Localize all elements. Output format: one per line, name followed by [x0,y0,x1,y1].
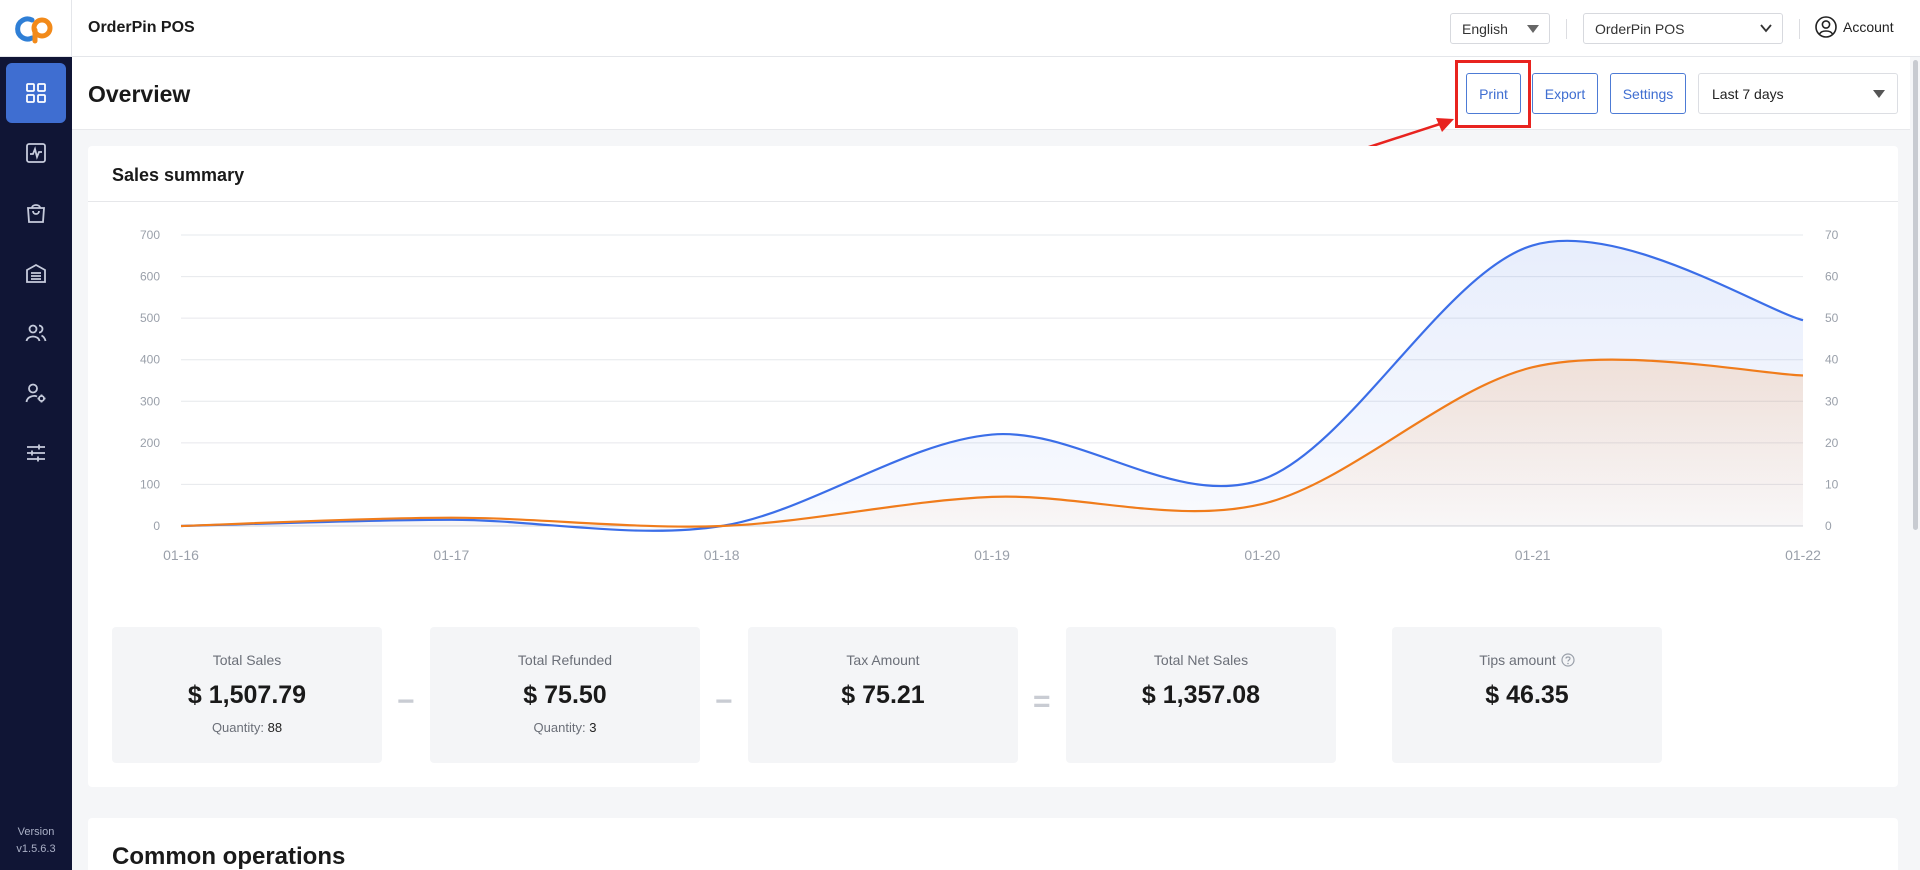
annotation-arrow-icon [1365,118,1454,150]
stat-value: $ 1,357.08 [1141,681,1261,709]
x-axis-tick-label: 01-22 [1785,547,1821,563]
stat-tips-amount: Tips amount $ 46.35 [1392,627,1662,763]
date-range-select[interactable]: Last 7 days [1698,73,1898,114]
x-axis-tick-label: 01-16 [163,547,199,563]
version-label: Version [17,826,55,838]
settings-button[interactable]: Settings [1610,73,1686,114]
page-header: Overview Print Export Settings Last 7 da… [72,57,1920,130]
dashboard-icon [26,83,46,103]
stat-total-net-sales: Total Net Sales $ 1,357.08 [1066,627,1336,763]
app-name: OrderPin POS [88,19,195,36]
print-button[interactable]: Print [1466,73,1521,114]
quantity-label: Quantity: [211,720,264,735]
y-axis-left-tick-label: 0 [153,519,160,533]
activity-icon [26,143,46,163]
sidebar-item-staff[interactable] [6,363,66,423]
y-axis-right-tick-label: 20 [1825,436,1839,450]
help-icon[interactable] [1561,653,1575,667]
orderpin-logo-icon [14,16,52,43]
stat-value: $ 75.21 [841,681,925,709]
minus-operator: − [397,685,415,718]
sidebar: Version v1.5.6.3 [0,57,72,870]
sidebar-item-reports[interactable] [6,123,66,183]
logo[interactable] [0,0,72,57]
x-axis-tick-label: 01-19 [974,547,1010,563]
stat-total-sales: Total Sales $ 1,507.79 Quantity: 88 [112,627,382,763]
sliders-icon [27,444,45,462]
y-axis-right-tick-label: 40 [1825,353,1839,367]
version-info: Version v1.5.6.3 [0,824,72,858]
stat-value: $ 75.50 [523,681,607,709]
annotation-highlight-box [1455,60,1531,128]
y-axis-right-tick-label: 10 [1825,477,1839,491]
user-settings-icon [25,383,46,403]
y-axis-right-tick-label: 70 [1825,228,1839,242]
sidebar-item-orders[interactable] [6,183,66,243]
series-line-0 [180,239,1804,532]
caret-down-icon [1527,25,1539,33]
sidebar-item-customers[interactable] [6,303,66,363]
y-axis-left-tick-label: 400 [140,353,160,367]
y-axis-left-tick-label: 300 [140,394,160,408]
stat-total-refunded: Total Refunded $ 75.50 Quantity: 3 [430,627,700,763]
shopping-bag-icon [27,204,45,223]
quantity-label: Quantity: [533,720,586,735]
store-select[interactable]: OrderPin POS [1583,13,1783,44]
x-axis-tick-label: 01-18 [704,547,740,563]
top-bar: OrderPin POS English OrderPin POS Accoun… [0,0,1920,57]
equals-operator: = [1033,685,1051,718]
date-range-value: Last 7 days [1712,85,1784,102]
y-axis-left-tick-label: 500 [140,311,160,325]
common-operations-card: Common operations [88,818,1898,870]
stat-value: $ 1,507.79 [187,681,307,709]
x-axis-tick-label: 01-17 [433,547,469,563]
y-axis-right-tick-label: 50 [1825,311,1839,325]
minus-operator: − [715,685,733,718]
language-select[interactable]: English [1450,13,1550,44]
divider [1566,19,1567,39]
version-number: v1.5.6.3 [16,843,56,855]
store-value: OrderPin POS [1595,20,1685,37]
sidebar-item-dashboard[interactable] [6,63,66,123]
language-value: English [1462,20,1508,37]
x-axis-tick-label: 01-20 [1244,547,1280,563]
sales-chart: 0 100 200 300 400 500 600 700 0 10 20 30 40 50 60 70 01-… [140,228,1839,563]
stat-label: Total Sales [212,652,282,668]
sales-summary-title: Sales summary [112,165,245,185]
sidebar-item-inventory[interactable] [6,243,66,303]
stat-label: Total Net Sales [1153,652,1249,668]
stat-label: Tips amount [1479,652,1556,668]
caret-down-icon [1873,90,1885,98]
divider [88,201,1898,202]
account-label: Account [1843,19,1894,35]
y-axis-left-tick-label: 700 [140,228,160,242]
customers-icon [25,324,47,342]
scrollbar-thumb[interactable] [1913,60,1918,530]
x-axis-tick-label: 01-21 [1515,547,1551,563]
stat-label: Tax Amount [846,652,920,668]
stat-tax-amount: Tax Amount $ 75.21 [748,627,1018,763]
y-axis-left-tick-label: 600 [140,270,160,284]
stat-value: $ 46.35 [1485,681,1569,709]
warehouse-icon [26,263,46,283]
quantity-value: 88 [267,720,283,735]
y-axis-right-tick-label: 30 [1825,394,1839,408]
y-axis-left-tick-label: 200 [140,436,160,450]
user-circle-icon [1815,16,1837,38]
page-title: Overview [88,81,191,107]
export-button[interactable]: Export [1532,73,1598,114]
quantity-value: 3 [589,720,597,735]
divider [1799,19,1800,39]
y-axis-right-tick-label: 60 [1825,270,1839,284]
sidebar-item-settings[interactable] [6,423,66,483]
account-menu[interactable]: Account [1815,16,1894,38]
y-axis-right-tick-label: 0 [1825,519,1832,533]
common-operations-title: Common operations [112,843,346,870]
chevron-down-icon [1760,24,1772,33]
series-line-1 [180,358,1804,528]
stat-label: Total Refunded [517,652,613,668]
y-axis-left-tick-label: 100 [140,477,160,491]
series-area-1 [181,359,1803,527]
